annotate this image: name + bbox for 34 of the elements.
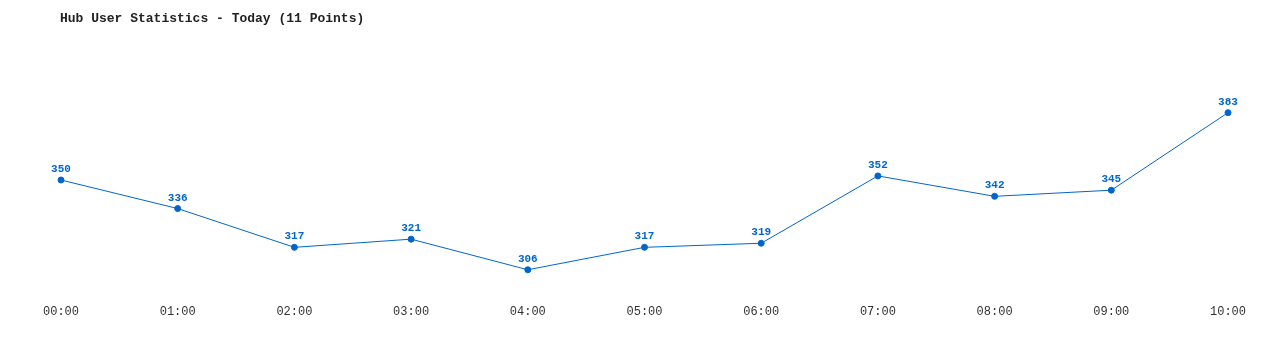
data-label: 345 xyxy=(1101,173,1122,186)
data-label: 352 xyxy=(867,158,888,171)
point xyxy=(57,176,65,184)
point xyxy=(1107,186,1115,194)
data-label: 317 xyxy=(284,230,305,243)
point xyxy=(524,266,532,274)
data-label: 350 xyxy=(51,163,71,175)
data-label: 336 xyxy=(167,191,188,204)
point xyxy=(174,205,182,213)
x-tick-label: 10:00 xyxy=(1209,304,1247,319)
x-tick-label: 05:00 xyxy=(626,304,663,319)
data-label: 321 xyxy=(401,222,422,235)
x-tick-label: 01:00 xyxy=(159,304,196,319)
x-tick-label: 07:00 xyxy=(859,304,896,319)
point xyxy=(1224,109,1232,117)
chart-title: Hub User Statistics - Today (11 Points) xyxy=(60,11,365,26)
x-tick-label: 08:00 xyxy=(976,304,1013,319)
point xyxy=(407,235,415,243)
point xyxy=(641,243,648,251)
x-tick-label: 00:00 xyxy=(42,304,80,319)
data-label: 342 xyxy=(984,179,1005,192)
point xyxy=(757,239,765,247)
x-tick-label: 02:00 xyxy=(276,304,313,319)
x-tick-label: 04:00 xyxy=(509,304,546,319)
point xyxy=(874,172,882,180)
x-tick-label: 09:00 xyxy=(1093,304,1130,319)
data-label: 383 xyxy=(1218,95,1239,108)
point xyxy=(290,243,298,251)
x-tick-label: 06:00 xyxy=(743,304,780,319)
data-label: 306 xyxy=(517,252,538,265)
data-label: 319 xyxy=(751,226,772,239)
data-label: 317 xyxy=(634,230,655,243)
point xyxy=(991,192,999,200)
x-tick-label: 03:00 xyxy=(393,304,430,319)
